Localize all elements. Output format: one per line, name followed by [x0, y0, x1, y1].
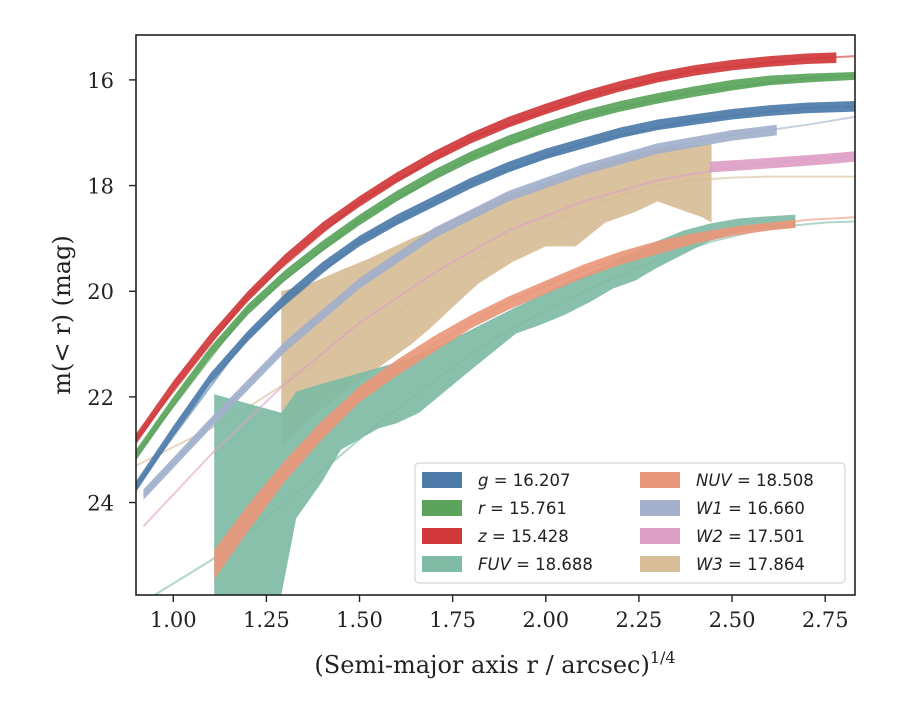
x-tick-label: 1.50 [336, 608, 383, 632]
x-tick-label: 2.00 [522, 608, 569, 632]
legend-swatch-w3 [640, 556, 680, 572]
y-tick-label: 16 [87, 69, 114, 93]
plot-frame [135, 34, 856, 596]
legend-label-g: g = 16.207 [478, 471, 571, 490]
model-curve-z [136, 55, 855, 440]
model-curve-w3 [136, 175, 855, 467]
y-tick-label: 18 [87, 175, 114, 199]
model-curve-w1 [142, 115, 855, 496]
legend-swatch-w1 [640, 500, 680, 516]
x-axis-title: (Semi-major axis r / arcsec)1/4 [314, 648, 675, 679]
legend-label-w3: W3 = 17.864 [696, 555, 805, 574]
x-tick-label: 1.75 [429, 608, 476, 632]
x-tick-label: 2.50 [709, 608, 756, 632]
y-tick-label: 24 [87, 492, 114, 516]
y-axis-title: m(< r) (mag) [48, 235, 76, 394]
y-tick-label: 22 [87, 386, 114, 410]
legend-frame [414, 462, 846, 584]
legend-label-nuv: NUV = 18.508 [696, 471, 814, 490]
legend-label-w2: W2 = 17.501 [696, 527, 805, 546]
model-curve-nuv [213, 216, 855, 567]
x-tick-label: 2.25 [616, 608, 663, 632]
legend-swatch-fuv [422, 556, 462, 572]
band-z [136, 52, 837, 445]
model-curve-w2 [142, 155, 855, 528]
band-w3 [281, 143, 712, 448]
x-tick-label: 1.00 [150, 608, 197, 632]
legend-label-w1: W1 = 16.660 [696, 499, 805, 518]
legend-swatch-w2 [640, 528, 680, 544]
model-curve-r [136, 74, 855, 456]
band-fuv [214, 214, 796, 595]
legend-swatch-nuv [640, 472, 680, 488]
legend-label-r: r = 15.761 [478, 499, 567, 518]
x-tick-label: 2.75 [802, 608, 849, 632]
x-tick-label: 1.25 [243, 608, 290, 632]
legend-label-fuv: FUV = 18.688 [478, 555, 593, 574]
legend-swatch-z [422, 528, 462, 544]
legend-swatch-r [422, 500, 462, 516]
y-tick-label: 20 [87, 280, 114, 304]
legend: g = 16.207 r = 15.761 z = 15.428 FUV = 18.6… [414, 462, 846, 584]
model-curve-g [136, 105, 855, 488]
legend-swatch-g [422, 472, 462, 488]
band-r [136, 71, 855, 461]
legend-label-z: z = 15.428 [477, 527, 569, 546]
